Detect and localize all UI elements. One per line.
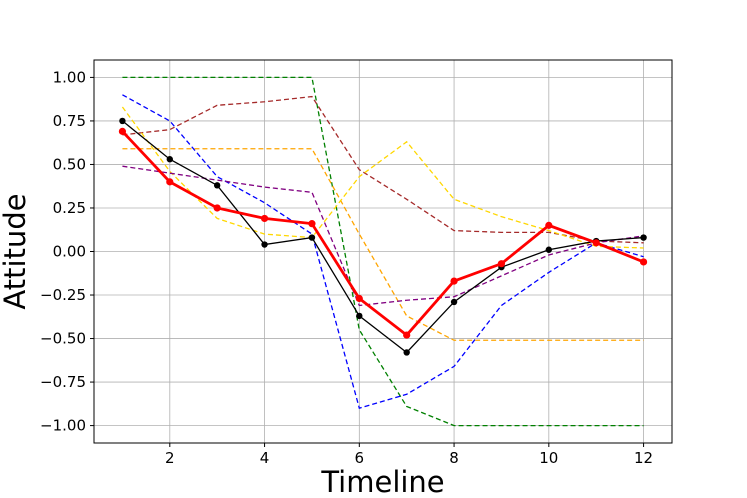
series-line-7 [121, 130, 645, 337]
y-tick-label: 0.50 [53, 155, 86, 173]
series-point-7 [497, 260, 506, 268]
series-point-7 [403, 331, 411, 339]
y-tick-label: 0.00 [53, 243, 86, 261]
series-point-6 [403, 349, 410, 356]
series-point-7 [308, 220, 316, 228]
series-layer [118, 76, 648, 427]
series-line-6 [122, 120, 644, 354]
series-point-6 [213, 182, 221, 189]
grid [94, 60, 672, 443]
x-tick-label: 8 [449, 449, 459, 467]
series-point-7 [213, 204, 221, 212]
series-point-7 [260, 214, 269, 223]
y-axis-label: Attitude [0, 193, 32, 309]
y-tick-label: 0.25 [53, 199, 86, 217]
series-point-6 [261, 241, 268, 248]
y-tick-label: −0.25 [40, 286, 86, 304]
series-line-2 [122, 95, 644, 244]
series-point-6 [640, 234, 647, 241]
y-tick-label: −1.00 [40, 417, 86, 435]
series-line-0 [122, 76, 644, 427]
series-point-7 [545, 221, 553, 229]
series-point-7 [450, 277, 458, 285]
y-tick-label: 0.75 [53, 112, 86, 130]
y-tick-label: 1.00 [53, 68, 86, 86]
series-point-6 [545, 246, 553, 253]
series-point-6 [308, 234, 316, 241]
tick-layer: 2 4 6 8 10 12 1.00 0.75 0.50 0.25 0.00 −0.25 −0.50 −0… [40, 68, 653, 467]
x-tick-label: 4 [260, 449, 270, 467]
series-line-1 [122, 94, 644, 409]
series-line-4 [121, 106, 644, 249]
x-tick-label: 10 [539, 449, 558, 467]
series-point-6 [166, 156, 174, 163]
series-line-3 [122, 148, 644, 341]
series-point-7 [118, 127, 127, 135]
y-tick-label: −0.50 [40, 330, 86, 348]
x-axis-label: Timeline [320, 465, 444, 498]
series-point-7 [355, 294, 363, 303]
series-point-7 [166, 178, 174, 186]
series-point-6 [450, 298, 458, 306]
series-point-7 [592, 239, 600, 247]
series-point-6 [119, 117, 126, 125]
y-tick-label: −0.75 [40, 373, 86, 391]
x-tick-label: 6 [355, 449, 365, 467]
series-line-5 [122, 165, 644, 307]
series-point-6 [356, 312, 363, 320]
x-tick-label: 2 [165, 449, 175, 467]
series-point-7 [639, 258, 648, 266]
x-tick-label: 12 [634, 449, 653, 467]
